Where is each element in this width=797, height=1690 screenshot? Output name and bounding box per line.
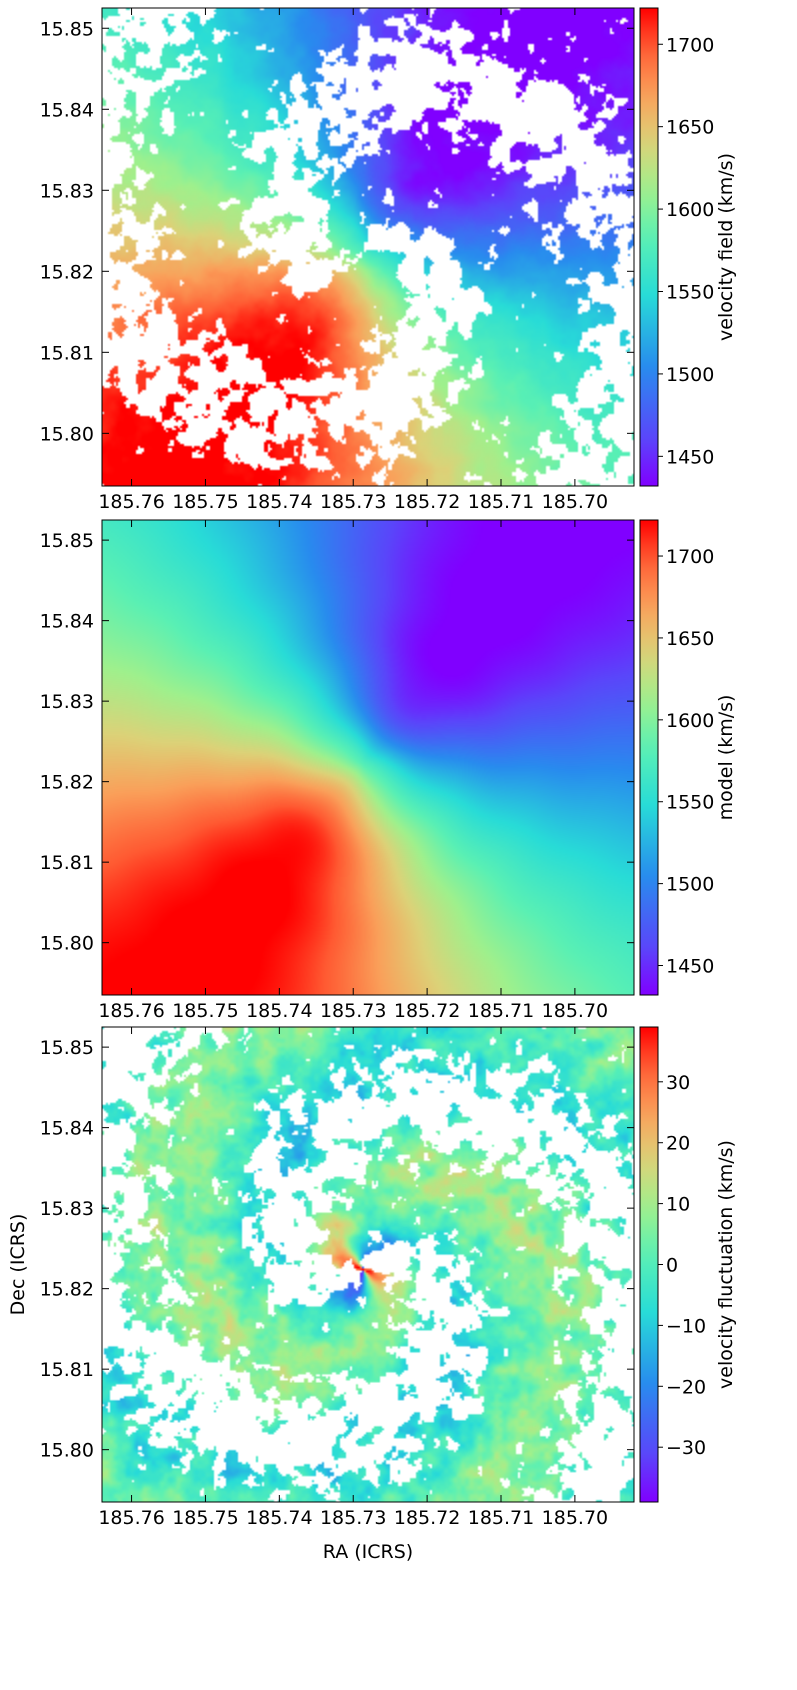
x-axis-label: RA (ICRS)	[323, 1541, 413, 1563]
x-tick-label: 185.75	[172, 1000, 238, 1022]
panel-2: 185.76 185.75 185.74 185.73 185.72 185.71 185.…	[40, 519, 737, 1022]
y-tick-label: 15.80	[40, 1440, 94, 1462]
colorbar-label: model (km/s)	[715, 695, 737, 821]
x-tick-label: 185.76	[98, 1507, 164, 1529]
y-tick-label: 15.81	[40, 1359, 94, 1381]
colorbar	[639, 519, 659, 996]
y-tick-label: 15.85	[40, 1037, 94, 1059]
x-tick-label: 185.73	[320, 1000, 386, 1022]
y-tick-label: 15.82	[40, 1279, 94, 1301]
y-tick-label: 15.85	[40, 530, 94, 552]
colorbar-tick-label: 1550	[666, 792, 714, 814]
y-tick-label: 15.85	[40, 18, 94, 40]
colorbar-tick-label: 1500	[666, 874, 714, 896]
colorbar-tick-label: 1650	[666, 117, 714, 139]
y-axis-label: Dec (ICRS)	[7, 1214, 29, 1316]
colorbar-tick-label: 1650	[666, 628, 714, 650]
x-tick-label: 185.73	[320, 1507, 386, 1529]
x-tick-label: 185.70	[542, 1000, 608, 1022]
colorbar-tick-label: 1500	[666, 364, 714, 386]
colorbar-tick-label: 1600	[666, 199, 714, 221]
colorbar-tick-label: 10	[666, 1194, 690, 1216]
axes-frame	[101, 519, 635, 996]
y-tick-label: 15.81	[40, 852, 94, 874]
x-tick-label: 185.72	[394, 1507, 460, 1529]
colorbar-label: velocity field (km/s)	[715, 153, 737, 341]
x-tick-label: 185.71	[468, 1507, 534, 1529]
y-tick-label: 15.84	[40, 611, 94, 633]
x-tick-label: 185.72	[394, 1000, 460, 1022]
x-tick-label: 185.73	[320, 491, 386, 513]
panel-3: 185.76 185.75 185.74 185.73 185.72 185.71 185.…	[7, 1026, 737, 1563]
x-tick-label: 185.71	[468, 491, 534, 513]
x-tick-label: 185.74	[246, 1000, 312, 1022]
x-tick-label: 185.75	[172, 1507, 238, 1529]
colorbar-tick-label: 1450	[666, 956, 714, 978]
y-tick-label: 15.80	[40, 933, 94, 955]
y-tick-label: 15.83	[40, 691, 94, 713]
colorbar-tick-label: 1450	[666, 446, 714, 468]
x-tick-label: 185.76	[98, 491, 164, 513]
y-tick-label: 15.82	[40, 261, 94, 283]
x-tick-label: 185.70	[542, 491, 608, 513]
x-tick-label: 185.75	[172, 491, 238, 513]
colorbar	[639, 1026, 659, 1503]
x-tick-label: 185.74	[246, 1507, 312, 1529]
x-tick-label: 185.76	[98, 1000, 164, 1022]
y-tick-label: 15.81	[40, 342, 94, 364]
colorbar-tick-label: 1550	[666, 282, 714, 304]
y-tick-label: 15.83	[40, 180, 94, 202]
colorbar-tick-label: 0	[666, 1255, 678, 1277]
x-tick-label: 185.70	[542, 1507, 608, 1529]
panel-1: 185.76 185.75 185.74 185.73 185.72 185.71 185.…	[40, 7, 737, 513]
colorbar-tick-label: 20	[666, 1133, 690, 1155]
colorbar-label: velocity fluctuation (km/s)	[715, 1140, 737, 1389]
x-tick-label: 185.74	[246, 491, 312, 513]
y-tick-label: 15.84	[40, 99, 94, 121]
y-tick-label: 15.80	[40, 423, 94, 445]
colorbar-tick-label: −30	[666, 1437, 706, 1459]
velocity-map-image	[102, 8, 634, 486]
colorbar-tick-label: 1700	[666, 546, 714, 568]
x-tick-label: 185.71	[468, 1000, 534, 1022]
x-tick-label: 185.72	[394, 491, 460, 513]
y-tick-label: 15.83	[40, 1198, 94, 1220]
velocity-map-image	[102, 520, 634, 995]
axes-frame	[101, 7, 635, 487]
colorbar-tick-label: 1600	[666, 710, 714, 732]
colorbar-tick-label: 1700	[666, 34, 714, 56]
y-tick-label: 15.82	[40, 772, 94, 794]
colorbar-tick-label: 30	[666, 1072, 690, 1094]
y-tick-label: 15.84	[40, 1118, 94, 1140]
velocity-map-image	[102, 1027, 634, 1502]
colorbar-tick-label: −10	[666, 1315, 706, 1337]
colorbar-tick-label: −20	[666, 1376, 706, 1398]
colorbar	[639, 7, 659, 487]
axes-frame	[101, 1026, 635, 1503]
